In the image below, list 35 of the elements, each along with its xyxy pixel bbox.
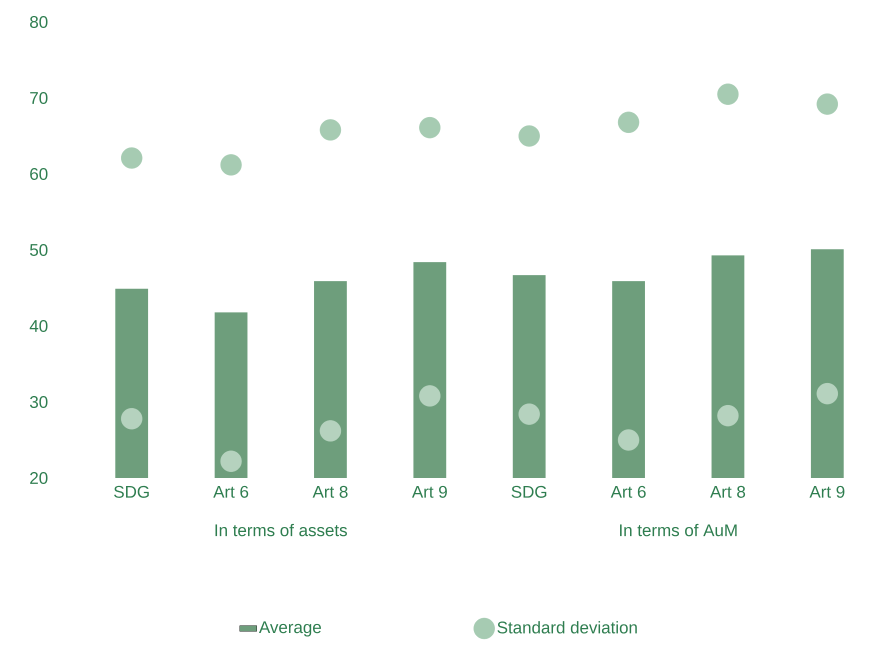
y-tick-label: 20 — [30, 472, 48, 484]
y-tick-label: 70 — [30, 92, 48, 104]
point — [518, 125, 540, 147]
point — [518, 403, 540, 425]
y-tick-label: 80 — [30, 16, 48, 28]
point — [419, 385, 441, 407]
point — [816, 382, 838, 404]
x-tick-label: Art 6 — [610, 486, 646, 498]
point — [816, 93, 838, 115]
point — [717, 404, 739, 426]
y-tick-label: 40 — [30, 320, 48, 332]
point — [320, 119, 342, 141]
text: In terms of AuM — [620, 524, 737, 536]
x-tick-label: Art 9 — [809, 486, 844, 498]
x-tick-label: Art 8 — [710, 486, 746, 498]
point — [320, 420, 342, 442]
x-tick-label: Art 8 — [312, 486, 348, 498]
legend-label: Average — [258, 621, 321, 637]
point — [618, 429, 640, 451]
point — [618, 112, 640, 134]
x-tick-label: SDG — [114, 486, 149, 498]
point — [717, 83, 739, 105]
point — [220, 154, 242, 176]
point — [419, 116, 441, 138]
point — [120, 147, 142, 169]
y-tick-label: 60 — [30, 168, 48, 180]
legend-label: Standard deviation — [497, 621, 637, 634]
text: In terms of assets — [215, 524, 347, 536]
y-tick-label: 30 — [30, 396, 48, 408]
x-tick-label: Art 6 — [213, 486, 248, 498]
y-tick-label: 50 — [30, 244, 48, 256]
x-tick-label: SDG — [512, 486, 546, 498]
x-tick-label: Art 9 — [412, 486, 447, 498]
point — [220, 450, 242, 472]
point — [120, 408, 142, 430]
